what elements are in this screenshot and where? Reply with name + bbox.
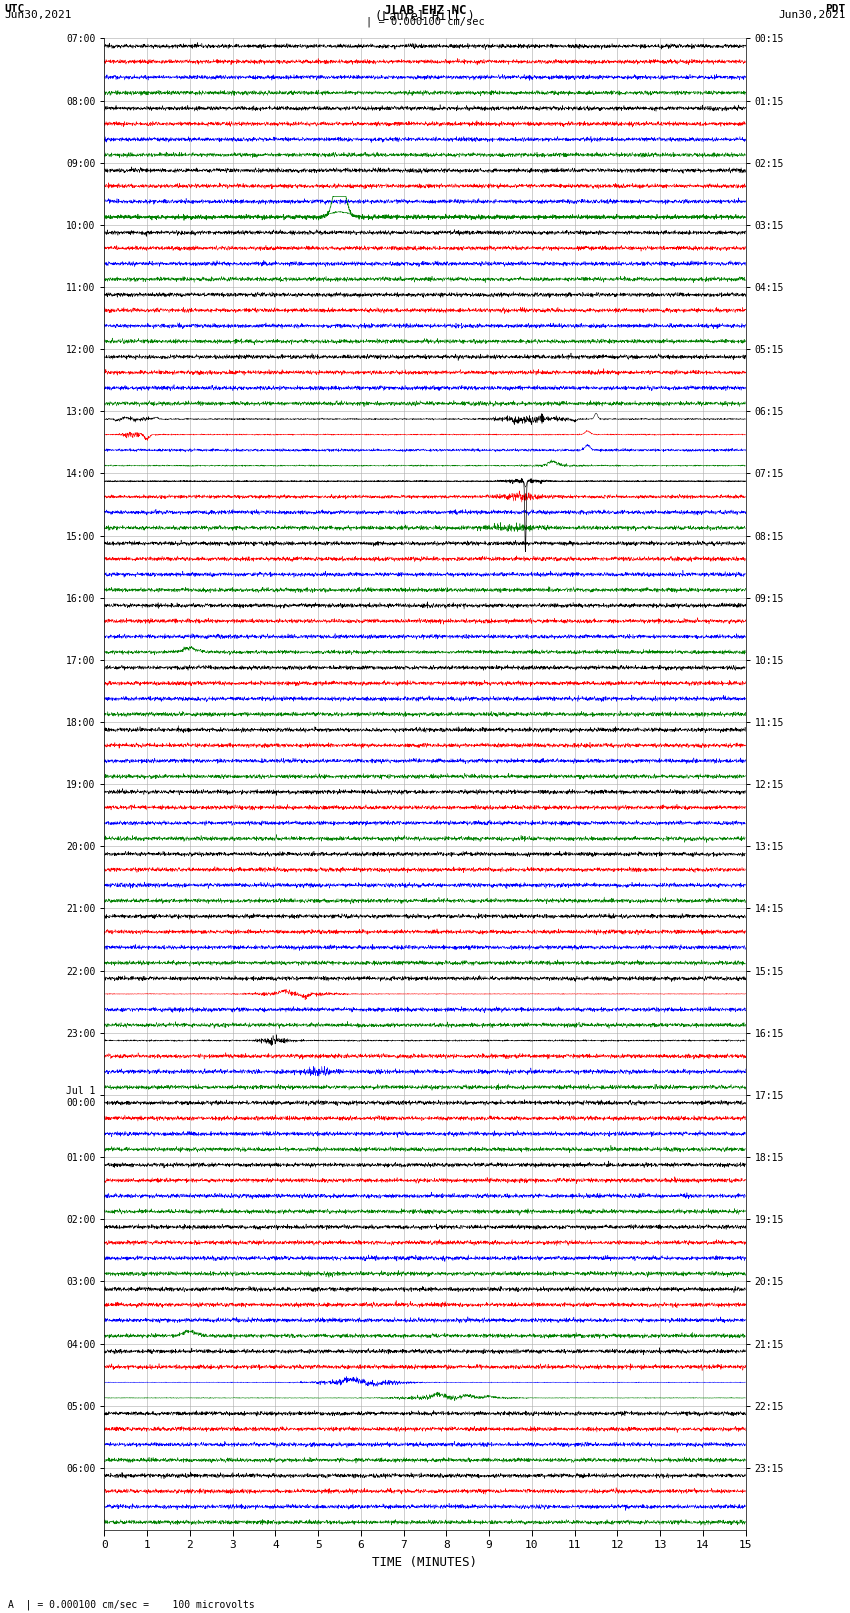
Text: PDT: PDT — [825, 5, 846, 15]
Text: (Laurel Hill ): (Laurel Hill ) — [375, 11, 475, 24]
Text: Jun30,2021: Jun30,2021 — [779, 11, 846, 21]
Text: Jun30,2021: Jun30,2021 — [4, 11, 71, 21]
Text: JLAB EHZ NC: JLAB EHZ NC — [383, 5, 467, 18]
Text: A  | = 0.000100 cm/sec =    100 microvolts: A | = 0.000100 cm/sec = 100 microvolts — [8, 1598, 255, 1610]
Text: | = 0.000100 cm/sec: | = 0.000100 cm/sec — [366, 18, 484, 27]
Text: UTC: UTC — [4, 5, 25, 15]
X-axis label: TIME (MINUTES): TIME (MINUTES) — [372, 1557, 478, 1569]
